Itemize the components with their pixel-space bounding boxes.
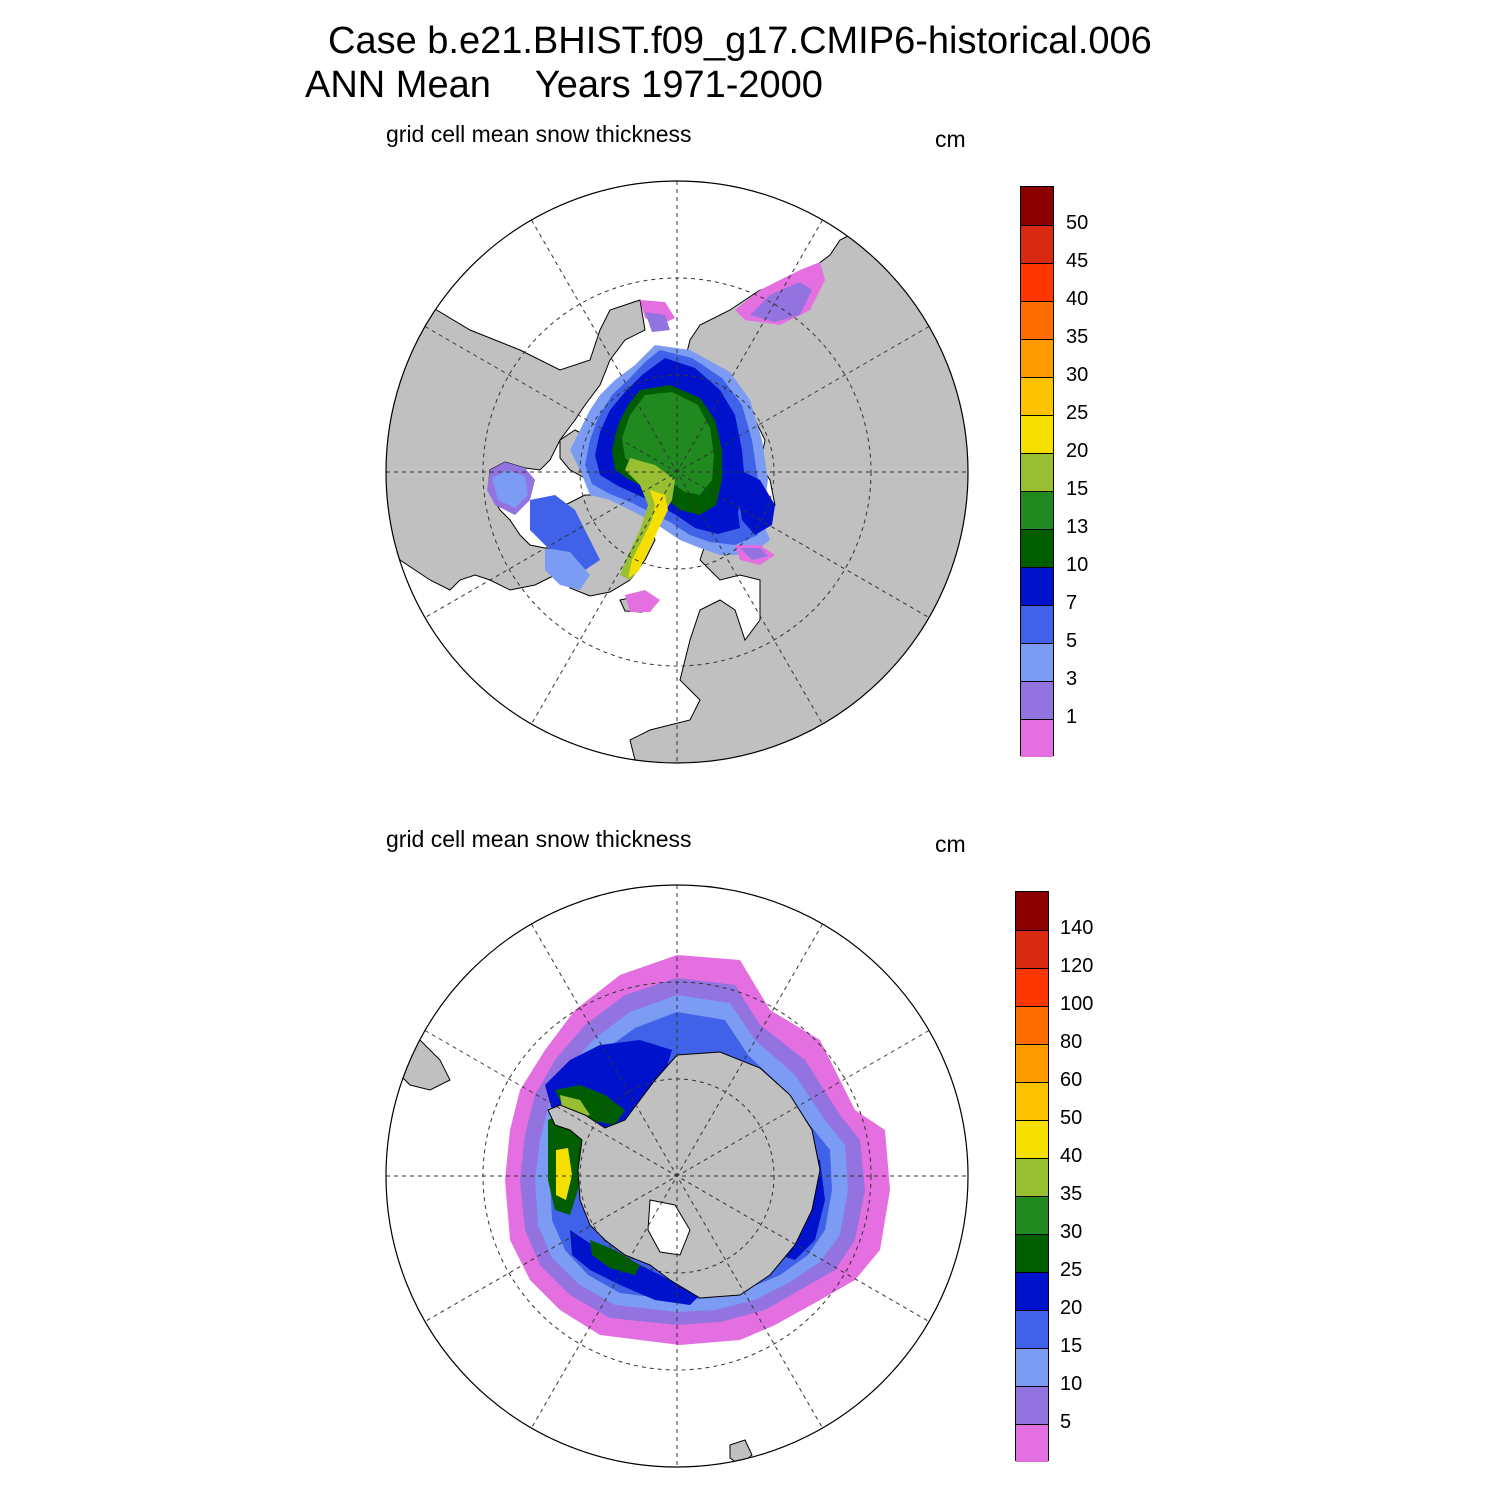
north-snow-pack-lime [620, 458, 675, 580]
colorbar-swatch [1016, 1082, 1048, 1120]
north-panel-units: cm [935, 126, 966, 152]
colorbar-tick-label: 120 [1060, 955, 1094, 977]
colorbar-swatch [1016, 1386, 1048, 1424]
north-snow-okhotsk-inner [750, 282, 812, 322]
north-snow-baffin [530, 495, 600, 570]
colorbar-swatch [1016, 1348, 1048, 1386]
south-polar-map [385, 884, 969, 1468]
colorbar-tick-label: 25 [1060, 1259, 1083, 1281]
colorbar-swatch [1016, 892, 1048, 930]
north-snow-labrador [545, 548, 590, 590]
north-panel-subtitle: grid cell mean snow thickness [386, 121, 692, 147]
south-panel-subtitle: grid cell mean snow thickness [386, 826, 692, 852]
colorbar-tick-label: 3 [1066, 668, 1078, 690]
south-graticule [386, 885, 968, 1467]
colorbar-swatch [1021, 263, 1053, 301]
south-snow-green-ross [590, 1240, 640, 1275]
north-snow-egreen [625, 590, 660, 612]
colorbar-swatch [1016, 1234, 1048, 1272]
colorbar-swatch [1021, 339, 1053, 377]
colorbar-tick-label: 7 [1066, 592, 1078, 614]
colorbar-swatch [1016, 1272, 1048, 1310]
figure-subtitle: ANN Mean Years 1971-2000 [305, 64, 823, 107]
north-snow-hudson-inner [492, 470, 528, 508]
north-graticule [386, 181, 968, 763]
colorbar-swatch [1021, 529, 1053, 567]
colorbar-tick-label: 5 [1060, 1411, 1072, 1433]
colorbar-swatch [1021, 491, 1053, 529]
colorbar-swatch [1021, 719, 1053, 757]
south-map-border [385, 884, 969, 1468]
south-snow-green-weddell [555, 1085, 625, 1125]
colorbar-tick-label: 50 [1060, 1107, 1083, 1129]
colorbar-tick-label: 40 [1060, 1145, 1083, 1167]
colorbar-swatch [1016, 1310, 1048, 1348]
colorbar-swatch [1021, 567, 1053, 605]
colorbar-swatch [1021, 605, 1053, 643]
colorbar-tick-label: 25 [1066, 402, 1089, 424]
season-label: ANN Mean [305, 64, 491, 106]
colorbar-tick-label: 30 [1060, 1221, 1083, 1243]
colorbar-tick-label: 80 [1060, 1031, 1083, 1053]
years-label: Years 1971-2000 [534, 64, 823, 106]
colorbar-tick-label: 10 [1060, 1373, 1083, 1395]
north-snow-pack-yellow [628, 490, 668, 578]
colorbar-tick-label: 35 [1066, 326, 1089, 348]
north-snow-bering-inner [645, 312, 670, 332]
colorbar-tick-label: 40 [1066, 288, 1089, 310]
colorbar-swatch [1021, 643, 1053, 681]
colorbar-swatch [1016, 968, 1048, 1006]
colorbar-tick-label: 100 [1060, 993, 1094, 1015]
south-snow-lime [560, 1095, 590, 1118]
colorbar-swatch [1021, 301, 1053, 339]
colorbar-box [1020, 186, 1054, 757]
colorbar-swatch [1021, 377, 1053, 415]
colorbar-swatch [1021, 225, 1053, 263]
colorbar-swatch [1016, 1196, 1048, 1234]
colorbar-swatch [1016, 930, 1048, 968]
south-land-antarctica [547, 1051, 821, 1299]
colorbar-swatch [1021, 187, 1053, 225]
north-snow-kara-inner [740, 548, 768, 560]
colorbar-tick-label: 50 [1066, 212, 1089, 234]
colorbar-swatch [1021, 453, 1053, 491]
south-snow-yellow [556, 1148, 572, 1200]
colorbar-swatch [1016, 1044, 1048, 1082]
colorbar-swatch [1021, 681, 1053, 719]
colorbar-tick-label: 35 [1060, 1183, 1083, 1205]
colorbar-swatch [1016, 1120, 1048, 1158]
south-white-shelf-ross [647, 1199, 691, 1256]
north-polar-map [385, 180, 969, 764]
colorbar-tick-label: 15 [1066, 478, 1089, 500]
figure-title: Case b.e21.BHIST.f09_g17.CMIP6-historica… [328, 20, 1152, 62]
north-snow-barents [738, 470, 775, 535]
colorbar-tick-label: 1 [1066, 706, 1078, 728]
north-snow-field [487, 262, 825, 612]
colorbar-swatch [1016, 1006, 1048, 1044]
colorbar-tick-label: 15 [1060, 1335, 1083, 1357]
colorbar-swatch [1016, 1158, 1048, 1196]
colorbar-tick-label: 13 [1066, 516, 1089, 538]
colorbar-tick-label: 10 [1066, 554, 1089, 576]
colorbar-tick-label: 60 [1060, 1069, 1083, 1091]
colorbar-tick-label: 20 [1060, 1297, 1083, 1319]
colorbar-tick-label: 5 [1066, 630, 1078, 652]
colorbar-swatch [1016, 1424, 1048, 1462]
south-panel-units: cm [935, 831, 966, 857]
colorbar-tick-label: 20 [1066, 440, 1089, 462]
colorbar-box [1015, 891, 1049, 1462]
colorbar-swatch [1021, 415, 1053, 453]
colorbar-tick-label: 45 [1066, 250, 1089, 272]
north-map-border [385, 180, 969, 764]
colorbar-tick-label: 30 [1066, 364, 1089, 386]
colorbar-tick-label: 140 [1060, 917, 1094, 939]
